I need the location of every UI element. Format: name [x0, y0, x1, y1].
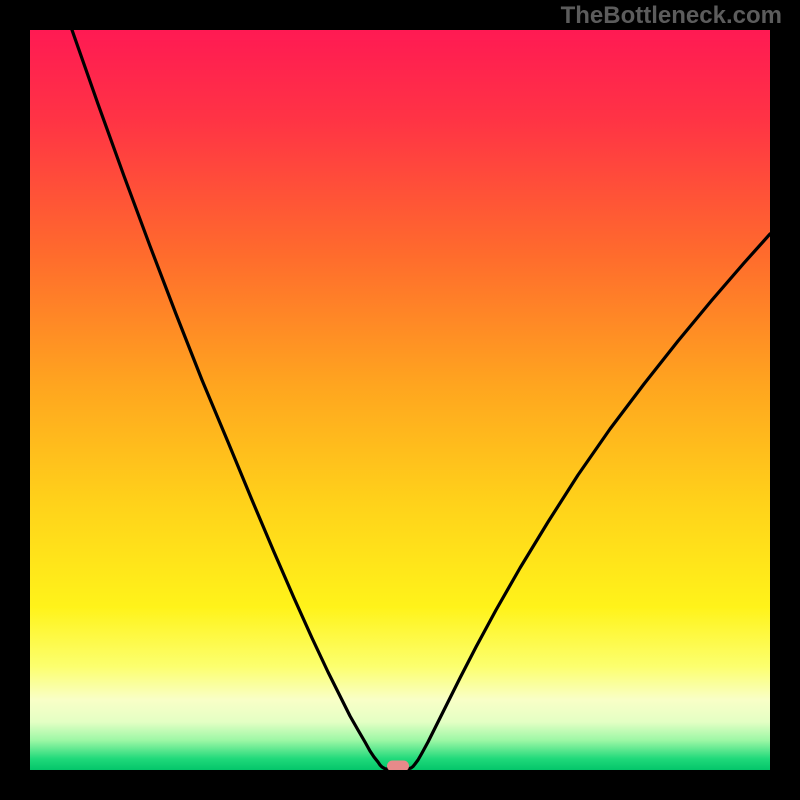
plot-area	[30, 30, 770, 770]
chart-stage: TheBottleneck.com	[0, 0, 800, 800]
optimal-marker	[387, 761, 409, 771]
gradient-background	[30, 30, 770, 770]
chart-svg	[30, 30, 770, 770]
watermark-text: TheBottleneck.com	[561, 2, 782, 30]
